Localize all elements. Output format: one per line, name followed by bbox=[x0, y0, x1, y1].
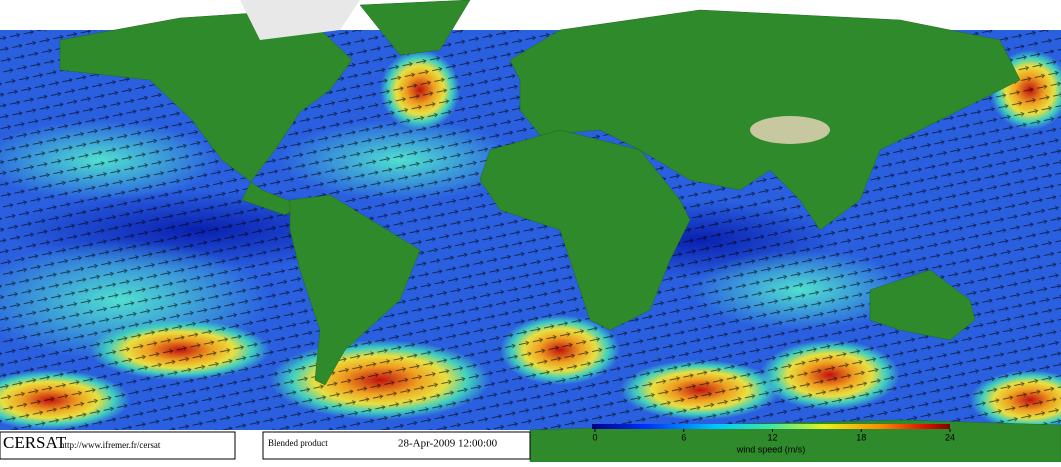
land bbox=[59, 0, 1061, 463]
url: http://www.ifremer.fr/cersat bbox=[60, 440, 161, 450]
colorbar-ticks: 0 6 12 18 24 bbox=[592, 429, 955, 442]
date: 28-Apr-2009 12:00:00 bbox=[398, 438, 498, 450]
footer: CERSAT http://www.ifremer.fr/cersat Blen… bbox=[0, 424, 955, 460]
colorbar-tick-label: 0 bbox=[592, 432, 597, 442]
info-box bbox=[262, 431, 531, 460]
colorbar-tick-label: 12 bbox=[767, 432, 777, 442]
product: Blended product bbox=[268, 438, 328, 448]
colorbar bbox=[592, 424, 950, 429]
colorbar-tick-label: 24 bbox=[945, 432, 955, 442]
logo-box bbox=[0, 431, 236, 460]
colorbar-tick-label: 18 bbox=[856, 432, 866, 442]
colorbar-label: wind speed (m/s) bbox=[736, 444, 806, 454]
logo: CERSAT bbox=[3, 433, 67, 452]
colorbar-tick-label: 6 bbox=[681, 432, 686, 442]
